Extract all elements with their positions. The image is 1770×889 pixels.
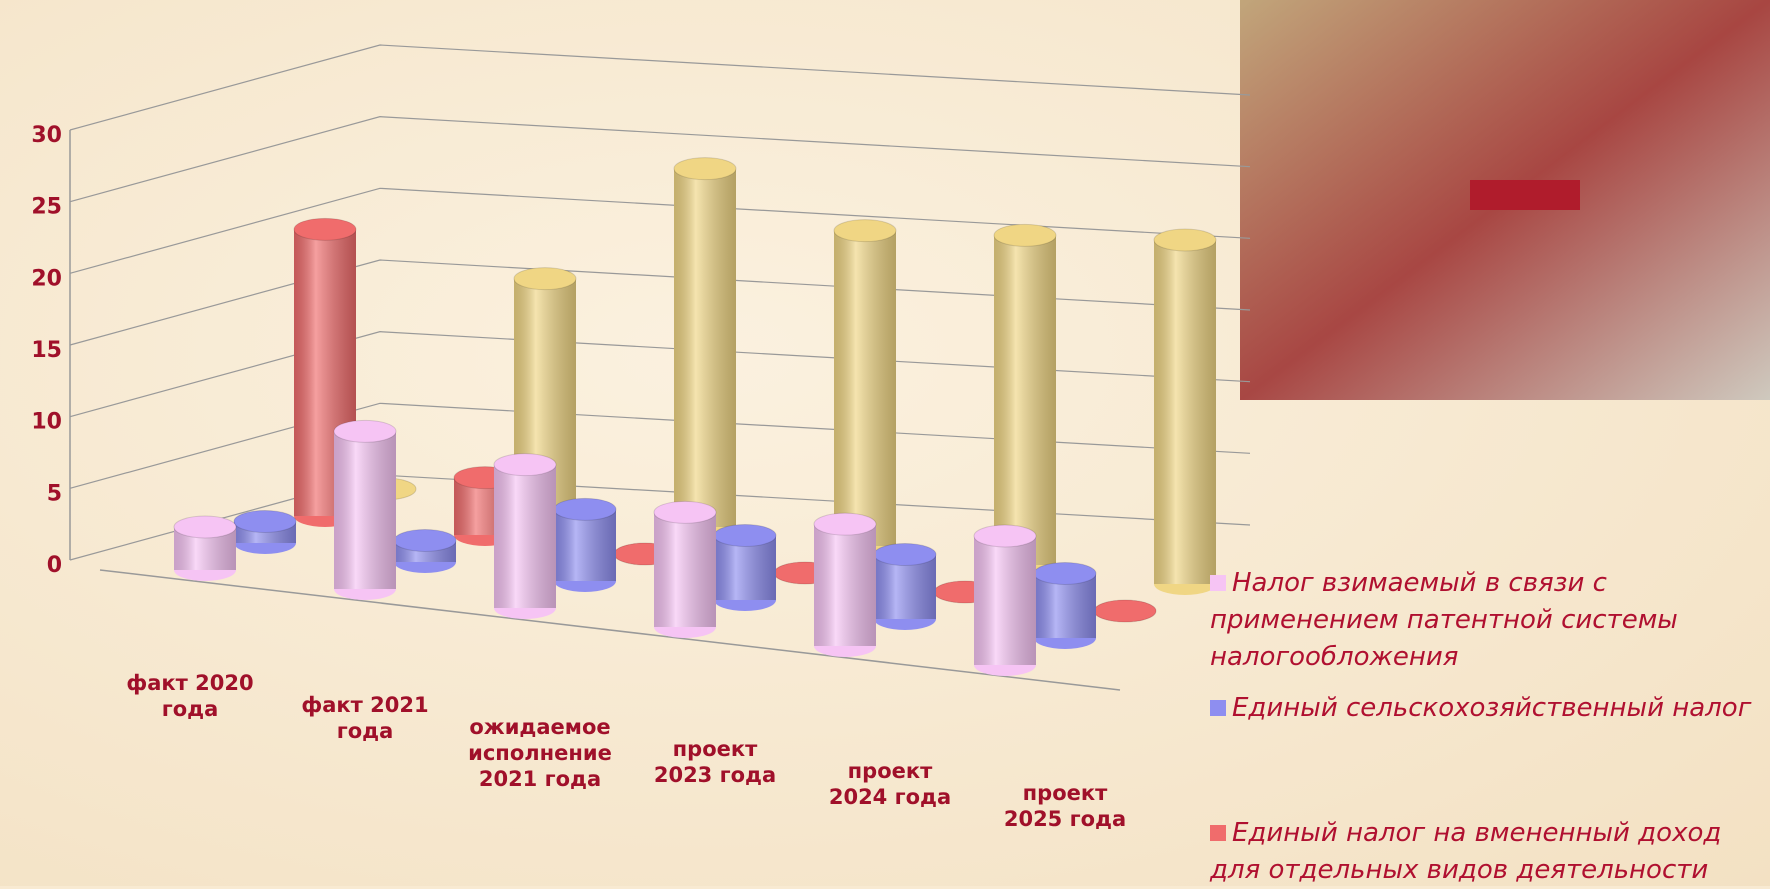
bar-top: [494, 454, 556, 476]
bar-top: [234, 511, 296, 533]
legend-entry: Единый налог на вмененный доход для отде…: [1210, 815, 1765, 889]
x-tick-label: факт 2020 года: [115, 670, 265, 722]
bar-top: [334, 420, 396, 442]
bar: [1094, 600, 1156, 622]
bar: [334, 420, 396, 600]
bar: [814, 513, 876, 657]
grid-line: [70, 117, 1250, 202]
bar-top: [654, 501, 716, 523]
grid-line: [70, 403, 1250, 488]
bar: [174, 516, 236, 581]
grid-line: [70, 260, 1250, 345]
bar: [714, 525, 776, 612]
chart: 0 5 10 15 20 25 30: [0, 0, 1770, 886]
bar-top: [1034, 563, 1096, 585]
y-tick-label: 15: [31, 338, 62, 363]
bar: [674, 158, 736, 538]
x-tick-label: ожидаемое исполнение 2021 года: [465, 714, 615, 792]
grid-line: [70, 332, 1250, 417]
bar: [974, 525, 1036, 676]
bar-shade: [814, 524, 876, 646]
bar-top: [974, 525, 1036, 547]
photo-sign: [1470, 180, 1580, 210]
bar-top: [174, 516, 236, 538]
x-tick-label: проект 2025 года: [990, 780, 1140, 832]
legend-entry: Налог взимаемый в связи с применением па…: [1210, 565, 1765, 676]
y-tick-label: 10: [31, 410, 62, 435]
bar: [494, 454, 556, 619]
bar-top: [814, 513, 876, 535]
bar: [874, 544, 936, 631]
bar-shade: [334, 431, 396, 589]
bar-top: [294, 218, 356, 240]
grid-line: [70, 45, 1250, 130]
y-tick-label: 20: [31, 266, 62, 291]
bar: [834, 220, 896, 557]
bar-shade: [1154, 240, 1216, 584]
bar-top: [394, 530, 456, 552]
x-tick-label: факт 2021 года: [290, 692, 440, 744]
legend-label: Единый налог на вмененный доход для отде…: [1210, 818, 1721, 885]
legend-label: Налог взимаемый в связи с применением па…: [1210, 568, 1678, 672]
bar-top: [714, 525, 776, 547]
y-tick-label: 25: [31, 195, 62, 220]
bar-shade: [674, 169, 736, 527]
bar-top: [874, 544, 936, 566]
bar-shade: [974, 536, 1036, 665]
legend-swatch: [1210, 700, 1226, 716]
legend-swatch: [1210, 825, 1226, 841]
legend-swatch: [1210, 575, 1226, 591]
bar-top: [994, 224, 1056, 246]
bar: [234, 511, 296, 555]
x-tick-label: проект 2023 года: [640, 736, 790, 788]
bar-shade: [654, 512, 716, 627]
slide: 0 5 10 15 20 25 30 факт 2020 года факт 2021 год…: [0, 0, 1770, 886]
bar-top: [1094, 600, 1156, 622]
y-tick-label: 30: [31, 123, 62, 148]
bar: [654, 501, 716, 638]
y-tick-label: 0: [47, 553, 62, 578]
y-tick-label: 5: [47, 481, 62, 506]
bar-shade: [994, 235, 1056, 565]
bar-top: [834, 220, 896, 242]
bar-shade: [834, 231, 896, 546]
bar-shade: [494, 465, 556, 608]
bar-top: [674, 158, 736, 180]
legend-entry: Единый сельскохозяйственный налог: [1210, 690, 1765, 727]
bar-top: [514, 268, 576, 290]
bar: [994, 224, 1056, 576]
bar: [394, 530, 456, 574]
bar: [554, 498, 616, 592]
grid-line: [70, 188, 1250, 273]
bar-top: [554, 498, 616, 520]
bar: [1154, 229, 1216, 595]
x-tick-label: проект 2024 года: [815, 758, 965, 810]
bar-top: [1154, 229, 1216, 251]
legend-label: Единый сельскохозяйственный налог: [1232, 693, 1751, 723]
bar: [1034, 563, 1096, 650]
